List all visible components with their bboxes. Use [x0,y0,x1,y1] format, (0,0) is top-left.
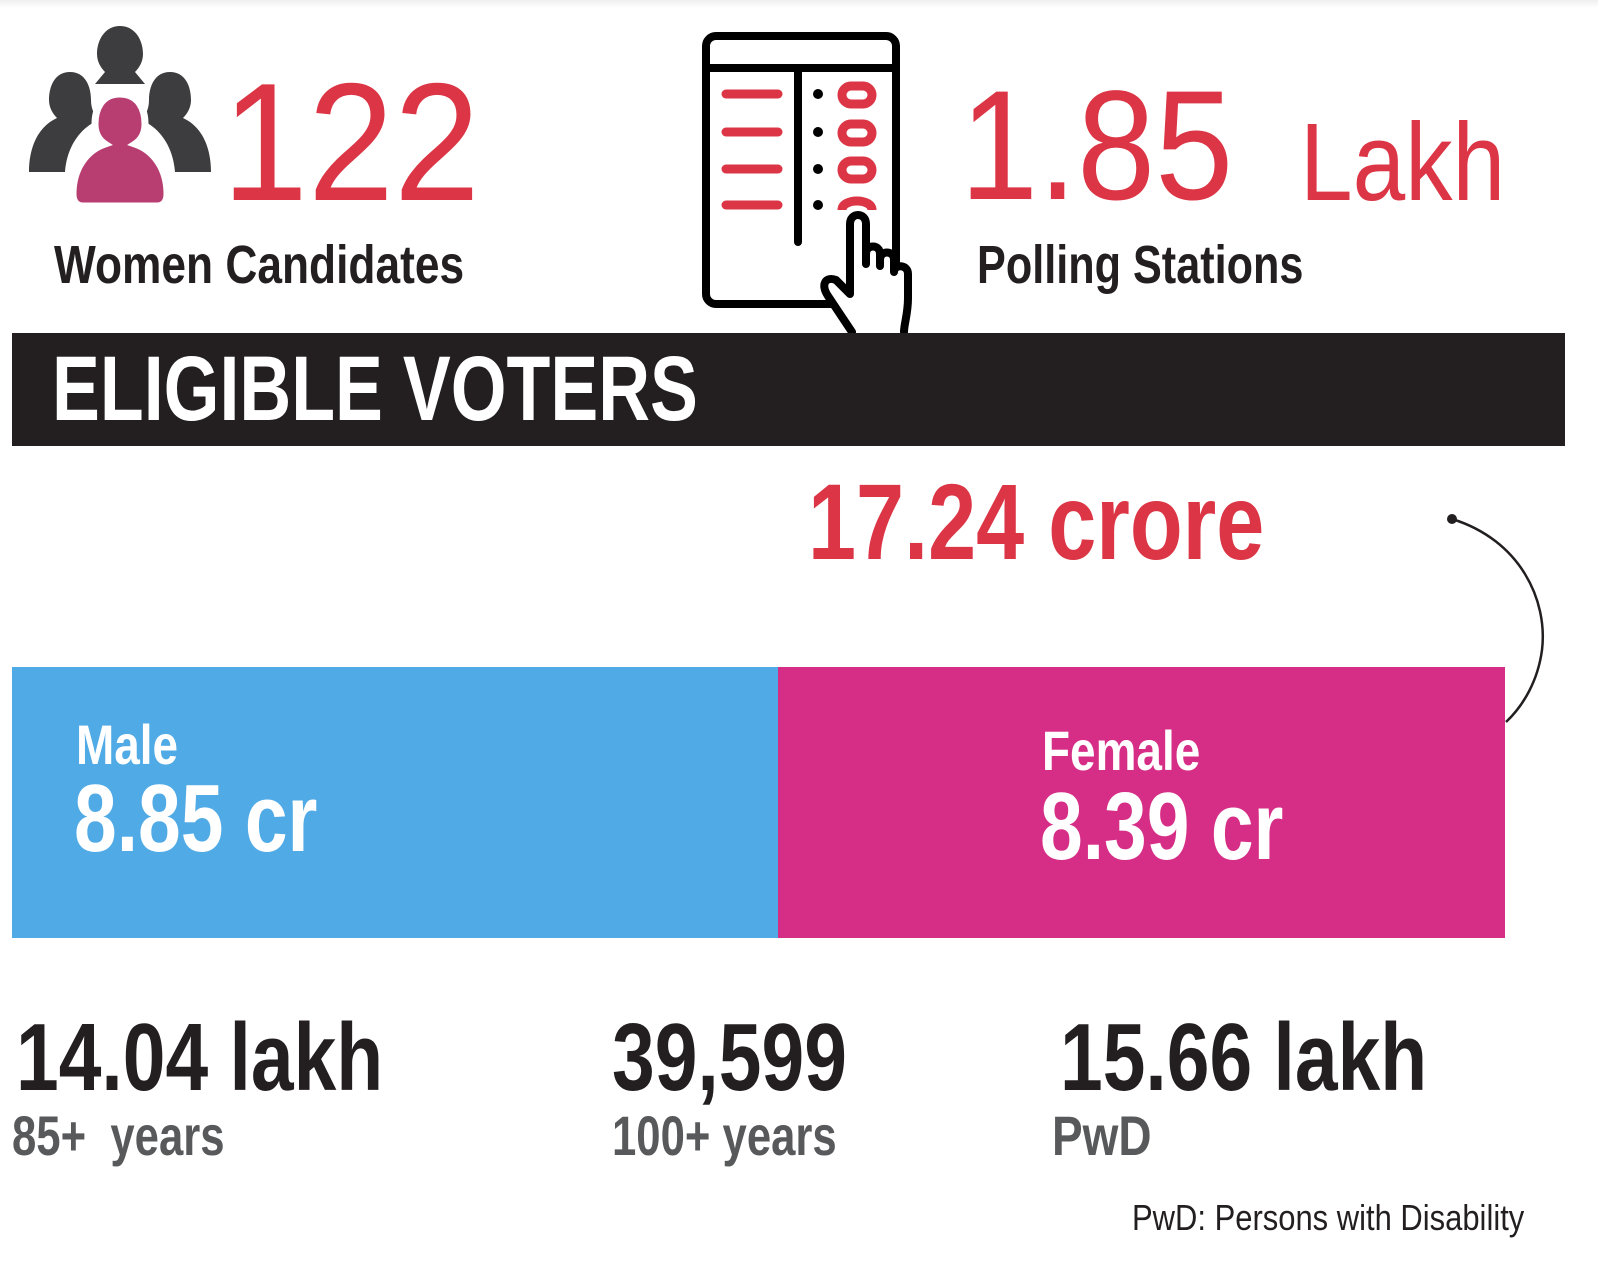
stat-100plus-value: 39,599 [612,1010,906,1106]
female-value-text: 8.39 cr [1040,773,1284,880]
ballot-machine-hand-icon [702,32,912,336]
male-bar: Male 8.85 cr [12,667,778,938]
women-candidates-value: 122 [222,58,502,226]
women-group-icon [29,26,211,210]
stat-85plus-value-text: 14.04 lakh [16,1004,384,1111]
top-edge-shade [0,0,1598,8]
female-value: 8.39 cr [1040,779,1344,875]
total-voters-text: 17.24 crore [808,461,1265,582]
footnote-text: PwD: Persons with Disability [1132,1197,1525,1238]
stat-pwd-value: 15.66 lakh [1060,1010,1519,1106]
male-value-text: 8.85 cr [74,765,318,872]
male-value: 8.85 cr [74,771,378,867]
women-candidates-text: Women Candidates [54,235,465,295]
women-candidates-number: 122 [222,48,480,236]
stat-100plus-label-text: 100+ years [612,1104,837,1167]
stat-100plus-value-text: 39,599 [612,1004,847,1111]
polling-stations-label: Polling Stations [977,238,1385,292]
stat-pwd-label-text: PwD [1052,1104,1152,1167]
polling-stations-unit-text: Lakh [1300,101,1506,224]
eligible-voters-banner: ELIGIBLE VOTERS [12,333,1565,446]
male-label-text: Male [76,713,179,776]
stat-pwd-value-text: 15.66 lakh [1060,1004,1428,1111]
stat-85plus-label-text: 85+ years [12,1104,225,1167]
stat-85plus-label: 85+ years [12,1108,284,1164]
female-bar: Female 8.39 cr [778,667,1505,938]
stat-pwd-label: PwD [1052,1108,1173,1164]
stat-100plus-label: 100+ years [612,1108,900,1164]
stat-85plus-value: 14.04 lakh [16,1010,475,1106]
footnote: PwD: Persons with Disability [1132,1200,1588,1236]
polling-stations-number: 1.85 [960,59,1234,233]
banner-title-text: ELIGIBLE VOTERS [52,338,698,440]
polling-stations-value: 1.85 [960,68,1264,224]
female-label-text: Female [1042,719,1201,782]
polling-stations-unit: Lakh [1300,108,1539,218]
total-voters: 17.24 crore [808,468,1378,576]
women-candidates-label: Women Candidates [54,238,554,292]
polling-stations-text: Polling Stations [977,235,1304,295]
banner-title: ELIGIBLE VOTERS [52,343,880,435]
female-label: Female [1042,723,1235,779]
male-label: Male [76,717,201,773]
